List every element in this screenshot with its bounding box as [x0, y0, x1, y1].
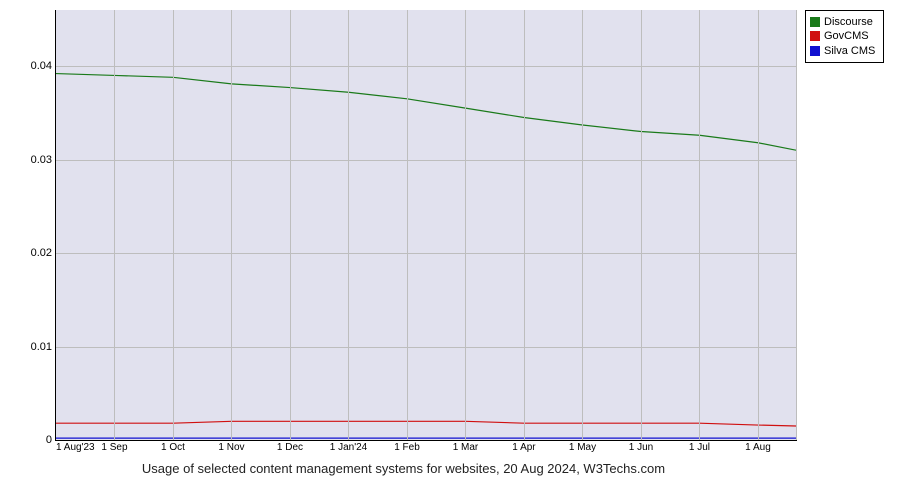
x-tick-label: 1 Dec: [277, 440, 303, 453]
legend-swatch: [810, 17, 820, 27]
grid-line-vertical: [114, 10, 115, 440]
x-tick-label: 1 Aug'23: [56, 440, 95, 453]
grid-line-vertical: [231, 10, 232, 440]
x-tick-label: 1 Mar: [453, 440, 479, 453]
x-tick-label: 1 Aug: [745, 440, 771, 453]
legend-item: Discourse: [810, 15, 875, 29]
legend-label: Silva CMS: [824, 44, 875, 58]
grid-line-vertical: [348, 10, 349, 440]
grid-line-horizontal: [56, 253, 796, 254]
grid-line-vertical: [465, 10, 466, 440]
y-tick-label: 0: [46, 434, 56, 446]
grid-line-vertical: [524, 10, 525, 440]
grid-line-vertical: [173, 10, 174, 440]
chart-caption: Usage of selected content management sys…: [10, 461, 797, 476]
x-tick-label: 1 Jun: [629, 440, 653, 453]
legend-item: GovCMS: [810, 29, 875, 43]
grid-line-vertical: [699, 10, 700, 440]
legend-swatch: [810, 46, 820, 56]
x-tick-label: 1 Feb: [394, 440, 420, 453]
grid-line-horizontal: [56, 66, 796, 67]
grid-line-vertical: [796, 10, 797, 440]
y-tick-label: 0.04: [31, 60, 56, 72]
x-tick-label: 1 Sep: [101, 440, 127, 453]
legend-item: Silva CMS: [810, 44, 875, 58]
legend: DiscourseGovCMSSilva CMS: [805, 10, 884, 63]
grid-line-vertical: [641, 10, 642, 440]
x-tick-label: 1 Nov: [218, 440, 244, 453]
x-tick-label: 1 Jul: [689, 440, 710, 453]
chart-wrapper: 1 Aug'23 1 Sep 1 Oct 1 Nov 1 Dec 1 Jan'24 1 Fe…: [10, 10, 890, 476]
plot-area: 1 Aug'231 Sep1 Oct1 Nov1 Dec1 Jan'241 Fe…: [55, 10, 797, 441]
grid-line-horizontal: [56, 160, 796, 161]
series-line: [56, 74, 796, 151]
y-tick-label: 0.03: [31, 154, 56, 166]
y-tick-label: 0.02: [31, 247, 56, 259]
grid-line-horizontal: [56, 347, 796, 348]
grid-line-vertical: [582, 10, 583, 440]
chart-lines-svg: [56, 10, 796, 440]
legend-label: Discourse: [824, 15, 873, 29]
x-tick-label: 1 Apr: [512, 440, 535, 453]
y-tick-label: 0.01: [31, 341, 56, 353]
x-tick-label: 1 Jan'24: [330, 440, 368, 453]
grid-line-vertical: [290, 10, 291, 440]
legend-label: GovCMS: [824, 29, 869, 43]
grid-line-vertical: [758, 10, 759, 440]
legend-swatch: [810, 31, 820, 41]
series-line: [56, 421, 796, 426]
x-tick-label: 1 Oct: [161, 440, 185, 453]
grid-line-vertical: [407, 10, 408, 440]
x-tick-label: 1 May: [569, 440, 596, 453]
chart-container: 1 Aug'23 1 Sep 1 Oct 1 Nov 1 Dec 1 Jan'24 1 Fe…: [10, 10, 797, 476]
